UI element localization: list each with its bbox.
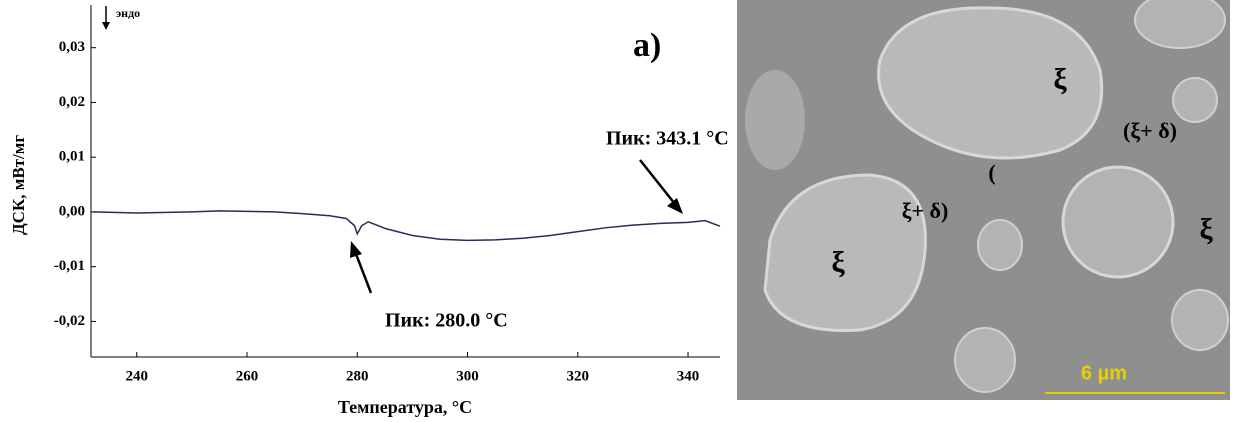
y-tick-label: -0,02 <box>54 313 85 329</box>
endo-arrow-head <box>102 22 110 30</box>
grain <box>1173 78 1217 122</box>
y-tick-label: 0,03 <box>59 39 85 55</box>
y-tick-label: 0,02 <box>59 94 85 110</box>
x-tick-label: 240 <box>126 368 149 384</box>
phase-label: ξ+ δ) <box>902 198 949 223</box>
y-tick-label: 0,01 <box>59 149 85 165</box>
dsc-chart: ДСК, мВт/мг Температура, °C эндо а) Пик:… <box>9 5 729 417</box>
x-axis-label: Температура, °C <box>338 397 472 417</box>
grain <box>1172 290 1228 350</box>
endo-label: эндо <box>116 6 140 20</box>
grain <box>978 220 1022 270</box>
x-tick-label: 320 <box>567 368 590 384</box>
micrograph: ξ (ξ+ δ) ( ξ+ δ) ξ ξ 6 µm <box>737 0 1230 400</box>
peak-arrow-head <box>350 241 362 258</box>
x-tick-label: 300 <box>456 368 479 384</box>
peak-label: Пик: 343.1 °C <box>606 128 729 150</box>
phase-label: ξ <box>1053 63 1067 96</box>
phase-label: ξ <box>831 246 845 279</box>
panel-label: а) <box>633 27 661 64</box>
x-tick-label: 280 <box>346 368 369 384</box>
dsc-curve <box>93 211 720 241</box>
phase-label: ( <box>988 160 995 185</box>
peak-arrow <box>356 254 371 293</box>
y-tick-label: -0,01 <box>54 258 85 274</box>
grain <box>745 70 805 170</box>
phase-label: (ξ+ δ) <box>1123 118 1177 143</box>
x-tick-label: 260 <box>236 368 259 384</box>
y-axis-label: ДСК, мВт/мг <box>9 135 28 235</box>
peak-label: Пик: 280.0 °C <box>385 310 508 332</box>
peak-arrow <box>640 160 675 204</box>
y-tick-label: 0,00 <box>59 203 85 219</box>
phase-label: ξ <box>1199 213 1213 246</box>
grain <box>955 328 1015 392</box>
grain <box>1063 167 1173 277</box>
peak-arrow-head <box>667 198 683 214</box>
x-tick-label: 340 <box>677 368 700 384</box>
grain <box>1135 0 1225 48</box>
scale-bar-label: 6 µm <box>1081 362 1127 384</box>
page: ДСК, мВт/мг Температура, °C эндо а) Пик:… <box>0 0 1234 422</box>
